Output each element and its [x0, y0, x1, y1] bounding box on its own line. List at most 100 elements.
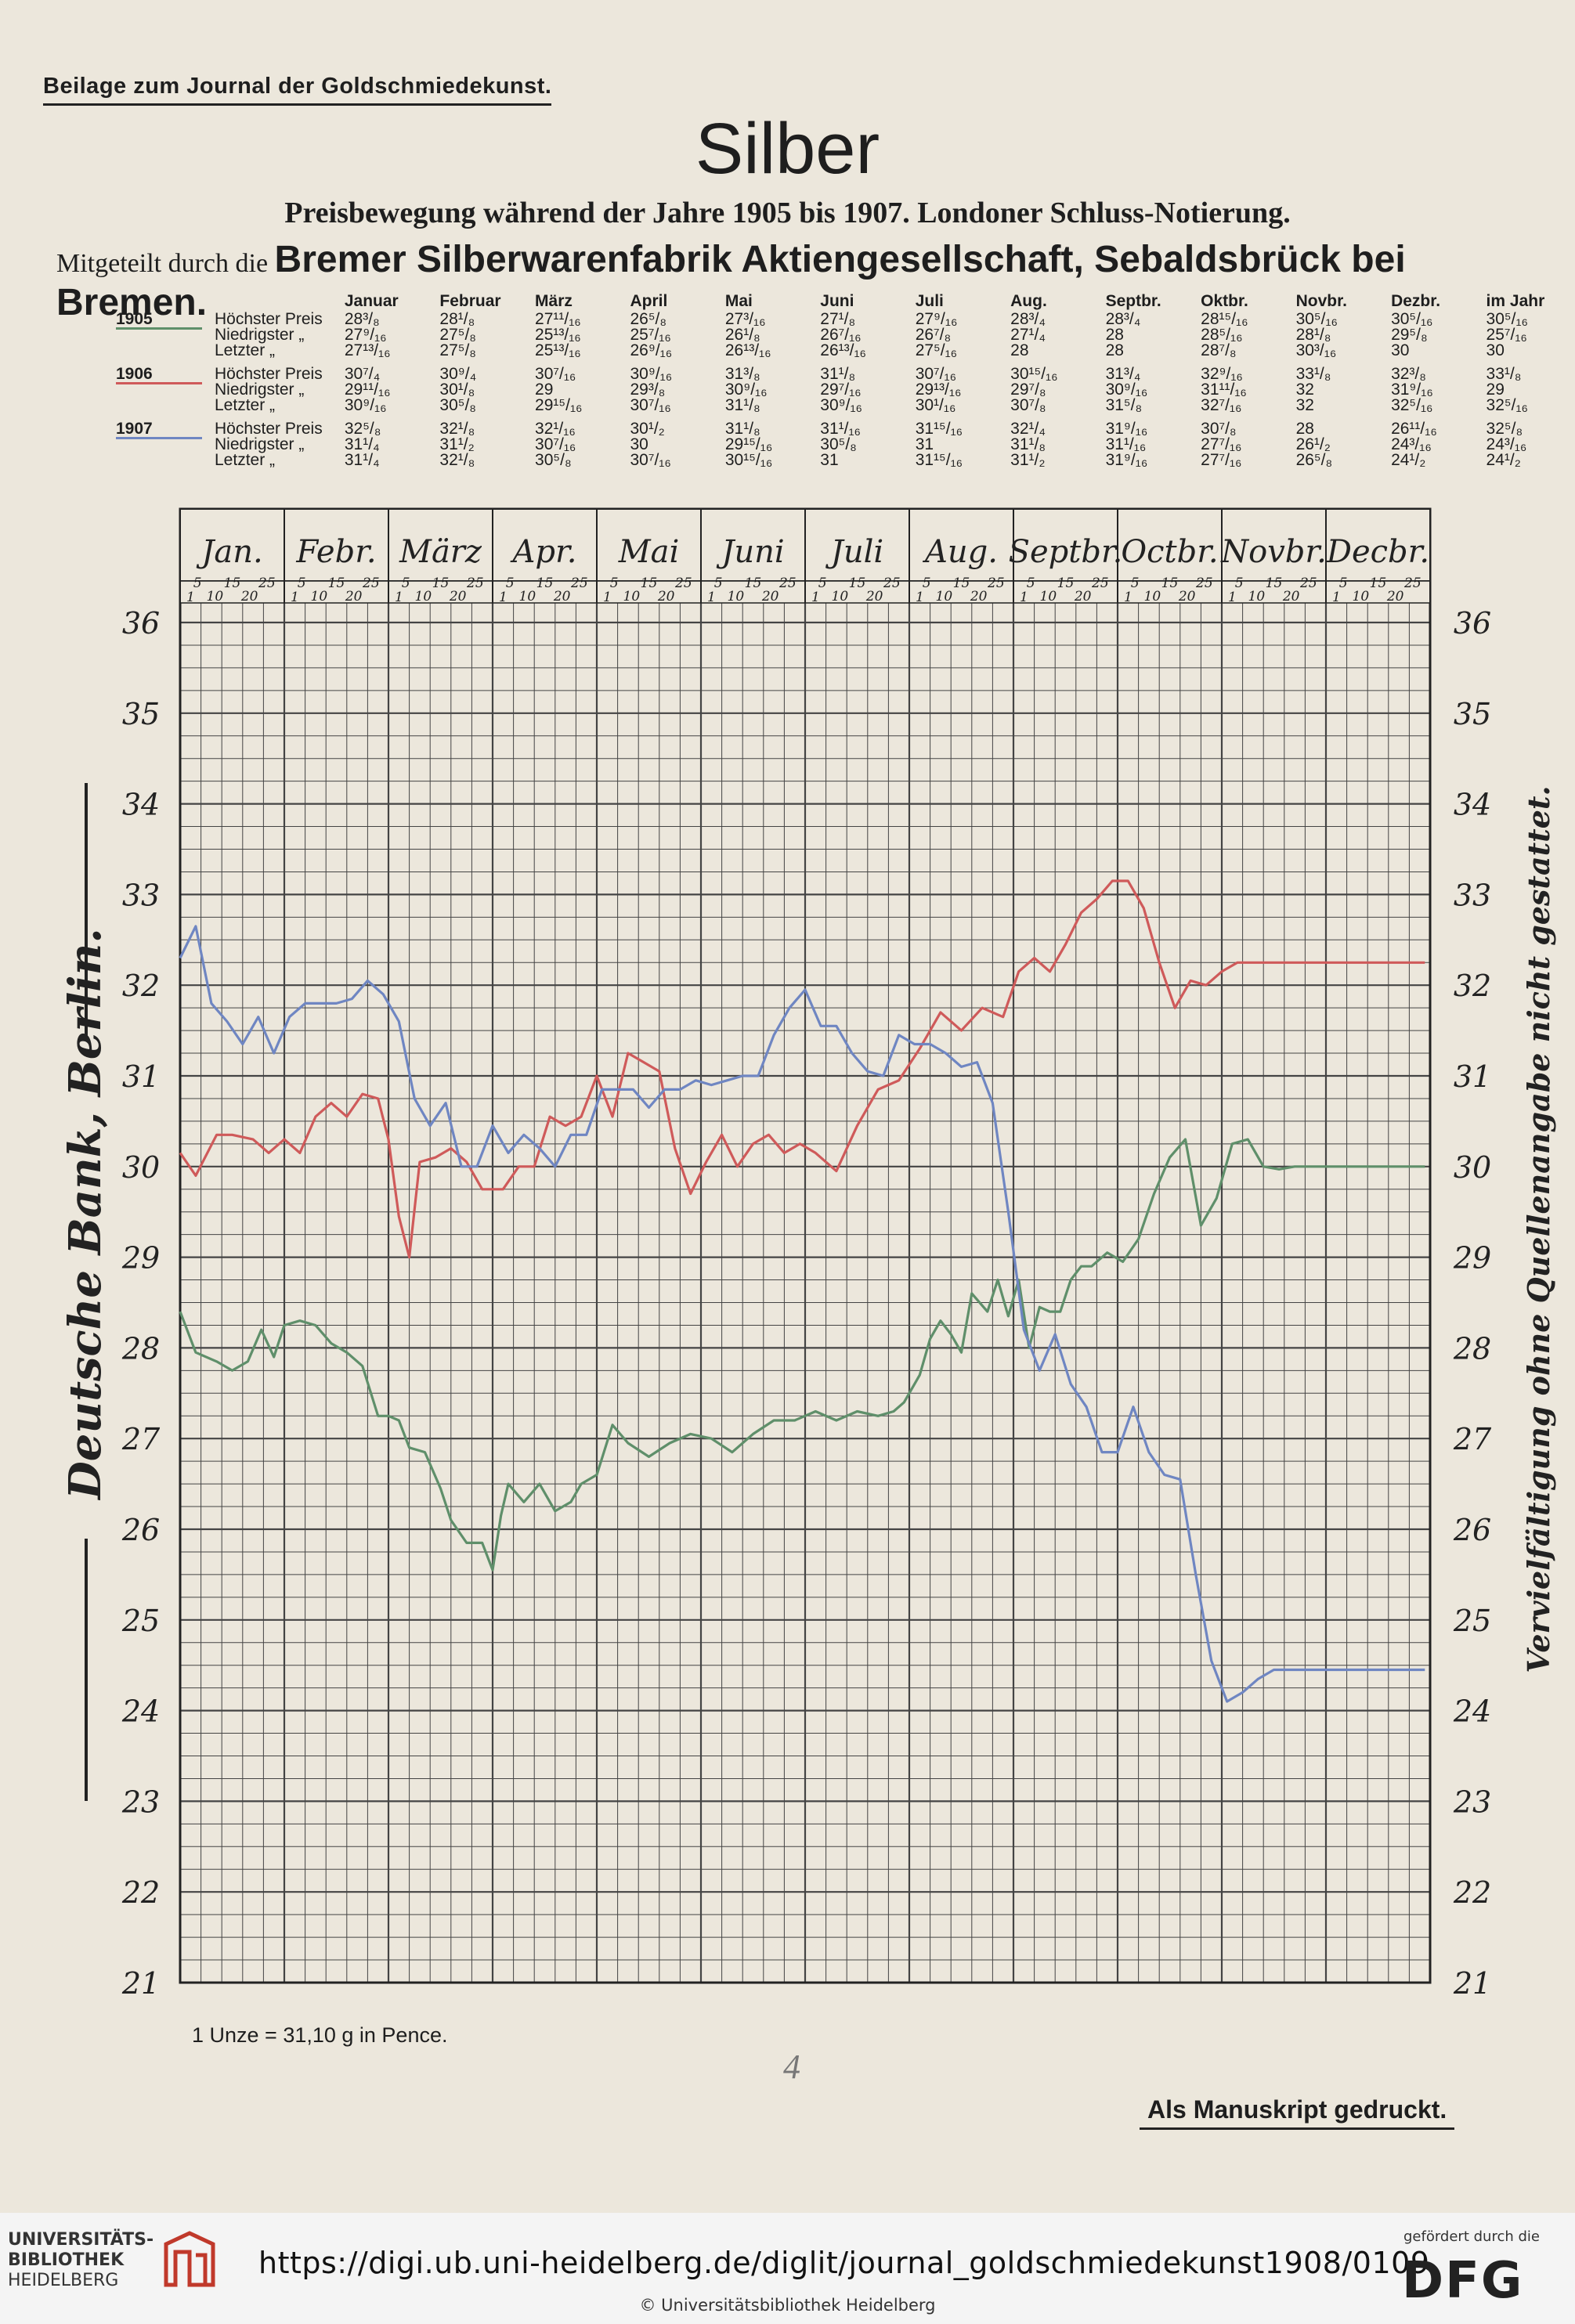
- price-cell: 31¹/₂: [1010, 451, 1046, 469]
- price-cell: 28: [1105, 341, 1124, 359]
- price-cell: 31¹/₈: [724, 420, 760, 438]
- price-cell: 27⁹/₁₆: [344, 326, 387, 344]
- day-tick-label: 1: [707, 590, 716, 605]
- price-cell: 30⁹/₁₆: [724, 381, 768, 399]
- price-cell: 26⁵/₈: [630, 310, 667, 328]
- day-tick-label: 5: [1131, 576, 1140, 591]
- y-tick-label-right: 25: [1453, 1604, 1491, 1638]
- funding-note: gefördert durch die: [1403, 2228, 1540, 2245]
- day-tick-label: 25: [987, 576, 1005, 591]
- price-cell: 30⁹/₁₆: [1105, 381, 1148, 399]
- y-tick-label-left: 32: [122, 969, 160, 1003]
- row-label: Höchster Preis: [215, 310, 323, 328]
- day-tick-label: 15: [745, 576, 762, 591]
- price-cell: 30⁵/₈: [439, 396, 476, 414]
- price-cell: 31¹/₈: [820, 365, 856, 383]
- price-cell: 28⁵/₁₆: [1201, 326, 1243, 344]
- library-name: UNIVERSITÄTS- BIBLIOTHEK HEIDELBERG: [8, 2230, 154, 2291]
- y-tick-label-left: 34: [122, 788, 160, 822]
- price-cell: 25¹³/₁₆: [535, 341, 581, 359]
- price-cell: 26¹¹/₁₆: [1391, 420, 1437, 438]
- price-cell: 30: [1486, 341, 1505, 359]
- price-cell: 30⁵/₁₆: [1391, 310, 1433, 328]
- year-cell: [110, 382, 208, 398]
- year-cell: [110, 327, 208, 343]
- day-tick-label: 5: [298, 576, 306, 591]
- y-tick-label-left: 28: [121, 1331, 160, 1366]
- price-cell: 29: [535, 381, 554, 399]
- y-tick-label-right: 22: [1453, 1875, 1491, 1910]
- left-side-text: Deutsche Bank, Berlin.: [60, 928, 111, 1501]
- day-tick-label: 1: [916, 590, 924, 605]
- day-tick-label: 15: [953, 576, 970, 591]
- price-cell: 31: [915, 435, 934, 453]
- day-tick-label: 20: [761, 589, 779, 604]
- y-tick-label-right: 21: [1453, 1966, 1491, 2001]
- table-row: Niedrigster „ 27⁹/₁₆ 27⁵/₈ 25¹³/₁₆ 25⁷/₁₆ 26¹…: [110, 327, 1575, 343]
- price-table-grid: Januar Februar März April Mai Juni Juli Aug. Sep…: [110, 291, 1575, 468]
- price-cell: 31¹/₁₆: [1105, 435, 1147, 453]
- table-column-header: Novbr.: [1295, 292, 1347, 310]
- price-cell: 32⁵/₁₆: [1486, 396, 1529, 414]
- day-tick-label: 25: [778, 576, 797, 591]
- table-row: Letzter „ 30⁹/₁₆ 30⁵/₈ 29¹⁵/₁₆ 30⁷/₁₆ 31¹/₈ 30…: [110, 396, 1575, 414]
- price-cell: 30¹⁵/₁₆: [1010, 365, 1058, 383]
- table-row: 1907 Höchster Preis 32⁵/₈ 32¹/₈ 32¹/₁₆ 30¹/₂ 3…: [110, 413, 1575, 437]
- price-cell: 26¹³/₁₆: [820, 341, 867, 359]
- table-column-header: Oktbr.: [1201, 292, 1248, 310]
- page-url-link[interactable]: https://digi.ub.uni-heidelberg.de/diglit…: [258, 2246, 1430, 2280]
- month-label: Octbr.: [1121, 534, 1218, 570]
- day-tick-label: 5: [193, 576, 202, 591]
- right-side-text: Vervielfältigung ohne Quellenangabe nich…: [1521, 785, 1556, 1673]
- row-label: Niedrigster „: [215, 381, 305, 399]
- day-tick-label: 1: [1332, 590, 1341, 605]
- table-column-header: im Jahr: [1486, 292, 1545, 310]
- y-tick-label-right: 24: [1453, 1694, 1491, 1729]
- y-tick-label-left: 27: [121, 1422, 161, 1456]
- price-cell: 30⁹/₄: [439, 365, 477, 383]
- price-table: Januar Februar März April Mai Juni Juli Aug. Sep…: [110, 291, 1575, 468]
- unit-note: 1 Unze = 31,10 g in Pence.: [192, 2023, 448, 2047]
- price-cell: 32: [1295, 396, 1314, 414]
- day-tick-label: 10: [623, 589, 641, 604]
- day-tick-label: 20: [1386, 589, 1404, 604]
- day-tick-label: 1: [1228, 590, 1237, 605]
- price-cell: 29⁵/₈: [1391, 326, 1428, 344]
- price-cell: 26¹/₈: [724, 326, 760, 344]
- price-cell: 31¹/₁₆: [820, 420, 862, 438]
- table-row: Letzter „ 27¹³/₁₆ 27⁵/₈ 25¹³/₁₆ 26⁹/₁₆ 26¹³/₁…: [110, 341, 1575, 359]
- price-cell: 32⁵/₈: [344, 420, 381, 438]
- price-cell: 29¹¹/₁₆: [344, 381, 391, 399]
- month-label: Aug.: [922, 534, 998, 570]
- y-tick-label-right: 31: [1454, 1059, 1491, 1094]
- price-cell: 29¹³/₁₆: [915, 381, 962, 399]
- row-label: Höchster Preis: [215, 365, 323, 383]
- price-cell: 30⁷/₁₆: [535, 435, 576, 453]
- day-tick-label: 15: [849, 576, 866, 591]
- y-tick-label-left: 35: [122, 697, 160, 731]
- day-tick-label: 20: [1178, 589, 1196, 604]
- y-tick-label-left: 26: [121, 1513, 160, 1547]
- y-tick-label-right: 26: [1453, 1513, 1491, 1547]
- price-cell: 31⁹/₁₆: [1105, 420, 1148, 438]
- row-label: Niedrigster „: [215, 326, 305, 344]
- y-tick-label-right: 23: [1453, 1784, 1491, 1819]
- day-tick-label: 5: [818, 576, 827, 591]
- price-cell: 31¹/₂: [439, 435, 475, 453]
- legend-swatch: [116, 437, 202, 439]
- month-label: Mai: [618, 534, 680, 570]
- day-tick-label: 25: [674, 576, 692, 591]
- price-cell: 30¹/₂: [630, 420, 665, 438]
- price-cell: 30⁷/₄: [344, 365, 381, 383]
- day-tick-label: 10: [1040, 589, 1057, 604]
- price-cell: 25¹³/₁₆: [535, 326, 581, 344]
- price-cell: 24¹/₂: [1391, 451, 1426, 469]
- price-cell: 32¹/₈: [439, 451, 475, 469]
- price-cell: 28: [1010, 341, 1029, 359]
- chart-title: Silber: [695, 109, 880, 189]
- price-cell: 31⁹/₁₆: [1391, 381, 1433, 399]
- row-label: Letzter „: [215, 341, 276, 359]
- dfg-logo: DFG: [1402, 2252, 1524, 2310]
- table-row: 1906 Höchster Preis 30⁷/₄ 30⁹/₄ 30⁷/₁₆ 30⁹/₁₆…: [110, 359, 1575, 382]
- day-tick-label: 1: [395, 590, 403, 605]
